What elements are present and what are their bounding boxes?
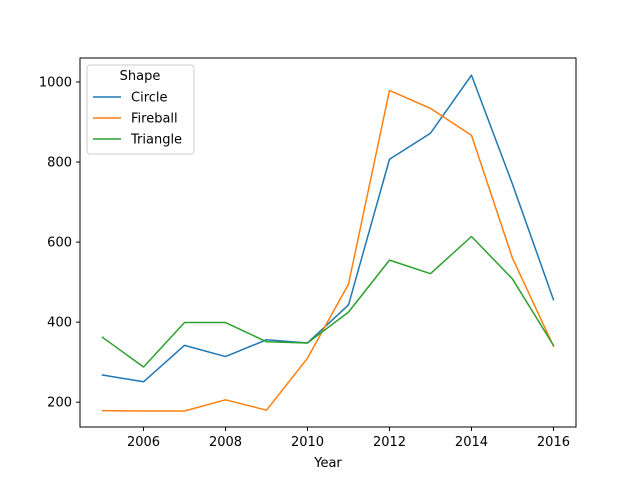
y-tick-label: 200 [47,396,72,411]
x-tick-label: 2010 [291,435,324,450]
y-tick-label: 400 [47,316,72,331]
x-tick-label: 2014 [455,435,488,450]
x-tick-label: 2016 [537,435,570,450]
legend: Shape Circle Fireball Triangle [86,64,195,155]
x-tick-label: 2006 [127,435,160,450]
legend-title: Shape [120,69,161,84]
x-tick-label: 2008 [209,435,242,450]
series-line-circle [101,74,555,383]
y-tick-label: 800 [47,156,72,171]
x-tick-label: 2012 [373,435,406,450]
y-tick-label: 1000 [39,76,72,91]
legend-entries: Circle Fireball Triangle [93,91,182,148]
legend-label-triangle: Triangle [130,133,182,148]
legend-label-fireball: Fireball [131,112,178,127]
series-lines [101,74,555,412]
x-axis: 2006 2008 2010 2012 2014 2016 [127,427,570,450]
y-tick-label: 600 [47,236,72,251]
legend-box [86,64,195,155]
series-line-triangle [101,235,555,368]
series-line-fireball [101,89,555,412]
legend-label-circle: Circle [131,91,168,106]
y-axis: 200 400 600 800 1000 [39,76,80,411]
x-axis-label: Year [313,456,342,471]
